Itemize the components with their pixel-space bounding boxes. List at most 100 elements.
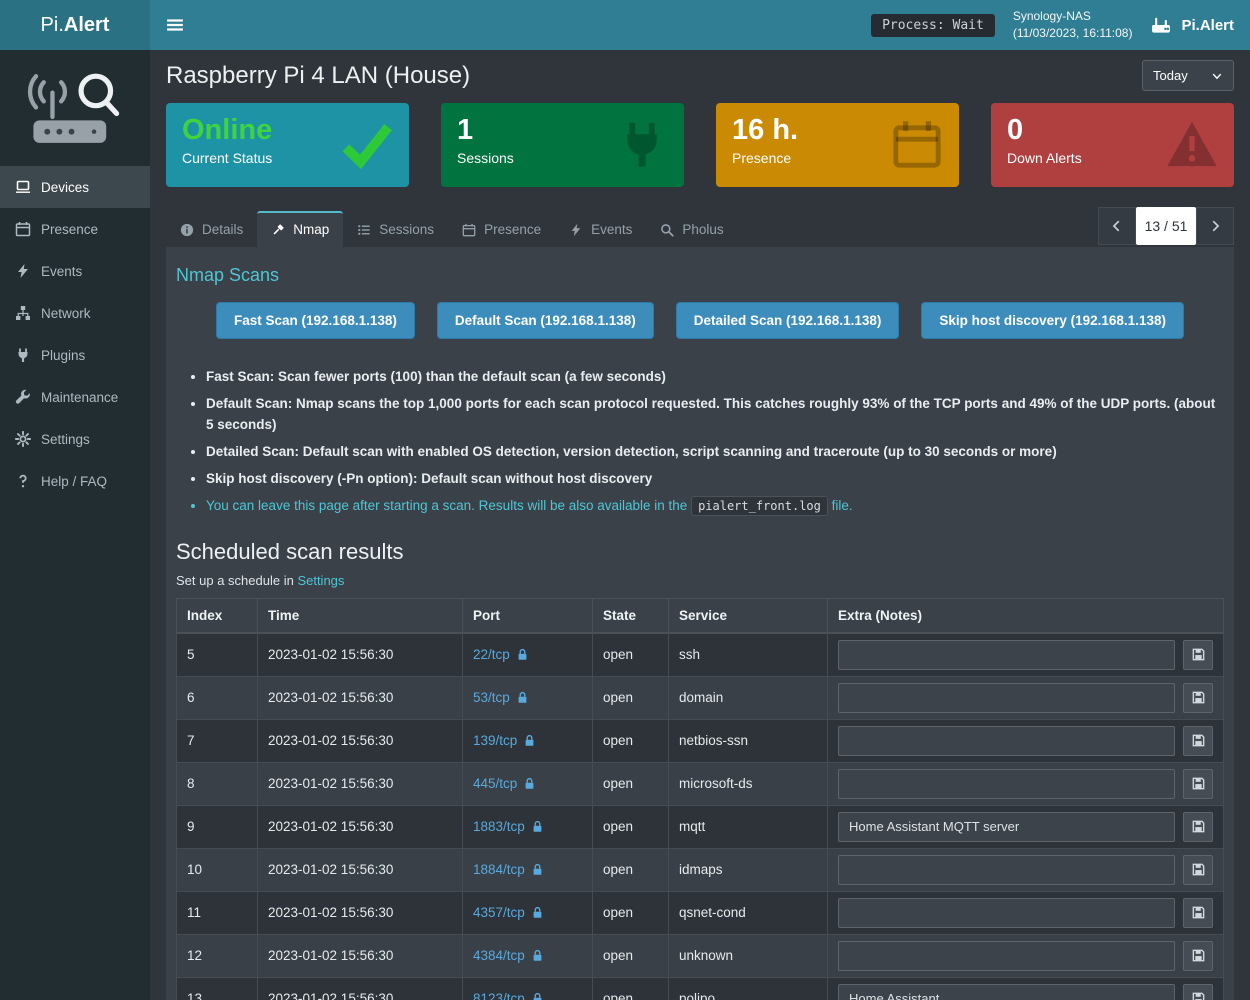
lock-icon <box>531 820 544 833</box>
port-link[interactable]: 8123/tcp <box>473 991 525 1000</box>
state-cell: open <box>592 761 669 806</box>
port-link[interactable]: 53/tcp <box>473 690 510 705</box>
notes-cell <box>827 933 1224 978</box>
lock-icon <box>531 949 544 962</box>
port-link[interactable]: 1884/tcp <box>473 862 525 877</box>
sidebar-item-settings[interactable]: Settings <box>0 418 150 460</box>
next-page-button[interactable] <box>1196 207 1234 245</box>
card-label: Down Alerts <box>1007 150 1082 167</box>
header-bar: Process: Wait Synology-NAS (11/03/2023, … <box>150 0 1250 50</box>
index-cell: 12 <box>176 933 258 978</box>
sidebar-item-maintenance[interactable]: Maintenance <box>0 376 150 418</box>
save-icon <box>1191 647 1206 662</box>
time-cell: 2023-01-02 15:56:30 <box>257 933 463 978</box>
tab-presence[interactable]: Presence <box>448 211 555 247</box>
notes-cell <box>827 804 1224 849</box>
card-value: 0 <box>1007 114 1024 146</box>
save-note-button[interactable] <box>1183 811 1213 842</box>
port-cell: 1883/tcp <box>462 804 593 849</box>
state-cell: open <box>592 976 669 1000</box>
note-wrap <box>838 983 1213 1000</box>
tab-events[interactable]: Events <box>555 211 646 247</box>
save-note-button[interactable] <box>1183 768 1213 799</box>
port-cell: 4384/tcp <box>462 933 593 978</box>
port-link[interactable]: 4357/tcp <box>473 905 525 920</box>
tab-sessions[interactable]: Sessions <box>343 211 448 247</box>
plug-icon <box>616 118 668 170</box>
state-cell: open <box>592 804 669 849</box>
brand-prefix: Pi. <box>40 13 64 36</box>
router-icon <box>1150 14 1172 36</box>
note-wrap <box>838 897 1213 928</box>
sidebar-item-presence[interactable]: Presence <box>0 208 150 250</box>
gear-icon <box>15 431 31 447</box>
save-note-button[interactable] <box>1183 897 1213 928</box>
card-label: Sessions <box>457 150 514 167</box>
scan-button[interactable]: Default Scan (192.168.1.138) <box>436 302 654 339</box>
menu-icon[interactable] <box>166 16 184 34</box>
scheduled-results-heading: Scheduled scan results <box>176 538 404 564</box>
port-link[interactable]: 4384/tcp <box>473 948 525 963</box>
save-note-button[interactable] <box>1183 639 1213 670</box>
port-link[interactable]: 22/tcp <box>473 647 510 662</box>
sidebar-nav: Devices Presence Events Network <box>0 166 150 502</box>
note-input[interactable] <box>838 940 1175 971</box>
note-input[interactable] <box>838 725 1175 756</box>
tab-pholus[interactable]: Pholus <box>646 211 737 247</box>
laptop-icon <box>15 179 31 195</box>
note-input[interactable] <box>838 897 1175 928</box>
save-note-button[interactable] <box>1183 725 1213 756</box>
note-input[interactable] <box>838 639 1175 670</box>
period-select[interactable]: Today <box>1142 60 1234 91</box>
prev-page-button[interactable] <box>1098 207 1136 245</box>
save-note-button[interactable] <box>1183 983 1213 1000</box>
lock-icon <box>523 777 536 790</box>
sidebar-item-network[interactable]: Network <box>0 292 150 334</box>
card-value: Online <box>182 114 273 146</box>
settings-link[interactable]: Settings <box>297 572 345 588</box>
notes-cell <box>827 632 1224 677</box>
brand-logo[interactable]: Pi. Alert <box>0 0 150 50</box>
save-icon <box>1191 690 1206 705</box>
scan-button[interactable]: Fast Scan (192.168.1.138) <box>216 302 415 339</box>
port-cell: 22/tcp <box>462 632 593 677</box>
scan-button[interactable]: Detailed Scan (192.168.1.138) <box>675 302 900 339</box>
save-note-button[interactable] <box>1183 854 1213 885</box>
state-cell: open <box>592 675 669 720</box>
main-content: Raspberry Pi 4 LAN (House) Today Online … <box>150 50 1250 1000</box>
port-link[interactable]: 139/tcp <box>473 733 518 748</box>
period-select-value: Today <box>1153 68 1188 83</box>
port-link[interactable]: 445/tcp <box>473 776 518 791</box>
note-input[interactable] <box>838 854 1175 885</box>
calendar-icon <box>15 221 31 237</box>
time-cell: 2023-01-02 15:56:30 <box>257 718 463 763</box>
scan-note-suffix: file. <box>831 498 853 514</box>
scan-button[interactable]: Skip host discovery (192.168.1.138) <box>921 302 1184 339</box>
port-link[interactable]: 1883/tcp <box>473 819 525 834</box>
service-cell: ssh <box>668 632 828 677</box>
note-input[interactable] <box>838 768 1175 799</box>
state-cell: open <box>592 890 669 935</box>
index-cell: 13 <box>176 976 258 1000</box>
scan-note-prefix: You can leave this page after starting a… <box>206 498 688 514</box>
note-input[interactable] <box>838 983 1175 1000</box>
note-wrap <box>838 639 1213 670</box>
save-note-button[interactable] <box>1183 682 1213 713</box>
note-input[interactable] <box>838 682 1175 713</box>
tab-label: Presence <box>484 222 542 237</box>
tab-nmap[interactable]: Nmap <box>257 211 344 247</box>
note-input[interactable] <box>838 811 1175 842</box>
tab-details[interactable]: Details <box>166 211 257 247</box>
save-note-button[interactable] <box>1183 940 1213 971</box>
note-wrap <box>838 768 1213 799</box>
sidebar-item-plugins[interactable]: Plugins <box>0 334 150 376</box>
title-row: Raspberry Pi 4 LAN (House) Today <box>166 60 1234 91</box>
scan-description: Fast Scan: Scan fewer ports (100) than t… <box>206 367 1224 387</box>
sidebar-item-devices[interactable]: Devices <box>0 166 150 208</box>
schedule-hint-text: Set up a schedule in <box>176 572 294 588</box>
card-label: Presence <box>732 150 792 167</box>
sidebar-item-help-faq[interactable]: Help / FAQ <box>0 460 150 502</box>
sidebar-item-events[interactable]: Events <box>0 250 150 292</box>
lock-icon <box>531 992 544 1000</box>
